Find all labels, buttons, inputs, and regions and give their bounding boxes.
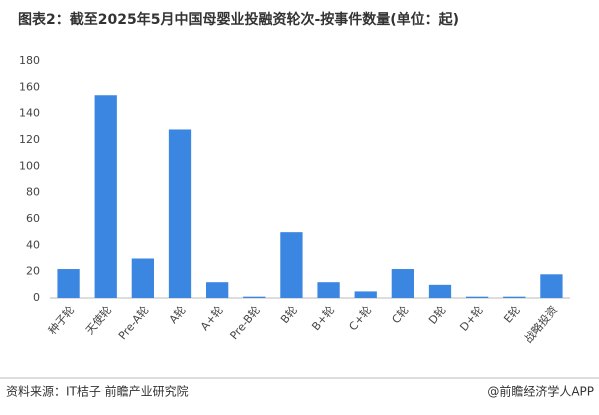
- x-tick-label: 天使轮: [82, 303, 114, 337]
- bar: [428, 284, 452, 298]
- bar: [243, 296, 266, 298]
- y-tick-label: 180: [19, 54, 40, 67]
- y-tick-label: 20: [26, 265, 40, 278]
- bar: [391, 269, 414, 298]
- source: 资料来源：IT桔子 前瞻产业研究院: [6, 384, 189, 399]
- bar: [354, 291, 377, 298]
- bar: [206, 282, 229, 298]
- y-tick-label: 140: [19, 107, 40, 120]
- x-tick-label: C+轮: [346, 303, 375, 333]
- x-tick-label: A轮: [166, 303, 189, 326]
- bar: [280, 232, 303, 298]
- bar: [317, 282, 340, 298]
- y-tick-label: 80: [26, 186, 40, 199]
- x-tick-label: Pre-A轮: [115, 303, 151, 342]
- x-tick-label: C轮: [389, 303, 412, 326]
- x-tick-label: Pre-B轮: [227, 303, 263, 342]
- y-tick-label: 120: [19, 133, 40, 146]
- x-tick-label: D+轮: [457, 303, 486, 334]
- bar: [94, 95, 117, 298]
- chart-title: 图表2：截至2025年5月中国母婴业投融资轮次-按事件数量(单位：起): [18, 11, 459, 28]
- bar: [57, 269, 80, 298]
- bar: [540, 274, 563, 298]
- y-tick-label: 100: [19, 159, 40, 172]
- bar: [131, 258, 154, 298]
- y-tick-label: 160: [19, 80, 40, 93]
- bar: [466, 296, 489, 298]
- y-tick-label: 0: [33, 291, 40, 304]
- brand: @前瞻经济学人APP: [487, 384, 594, 399]
- bar: [503, 296, 526, 298]
- bar: [168, 129, 192, 298]
- x-tick-label: D轮: [425, 303, 448, 327]
- x-tick-label: 种子轮: [45, 303, 77, 337]
- y-tick-label: 60: [26, 212, 40, 225]
- y-tick-label: 40: [26, 238, 40, 251]
- x-tick-label: B+轮: [309, 303, 338, 333]
- x-tick-label: B轮: [277, 303, 300, 326]
- x-tick-label: E轮: [501, 303, 523, 326]
- x-tick-label: A+轮: [197, 303, 226, 333]
- x-tick-label: 战略投资: [521, 303, 560, 346]
